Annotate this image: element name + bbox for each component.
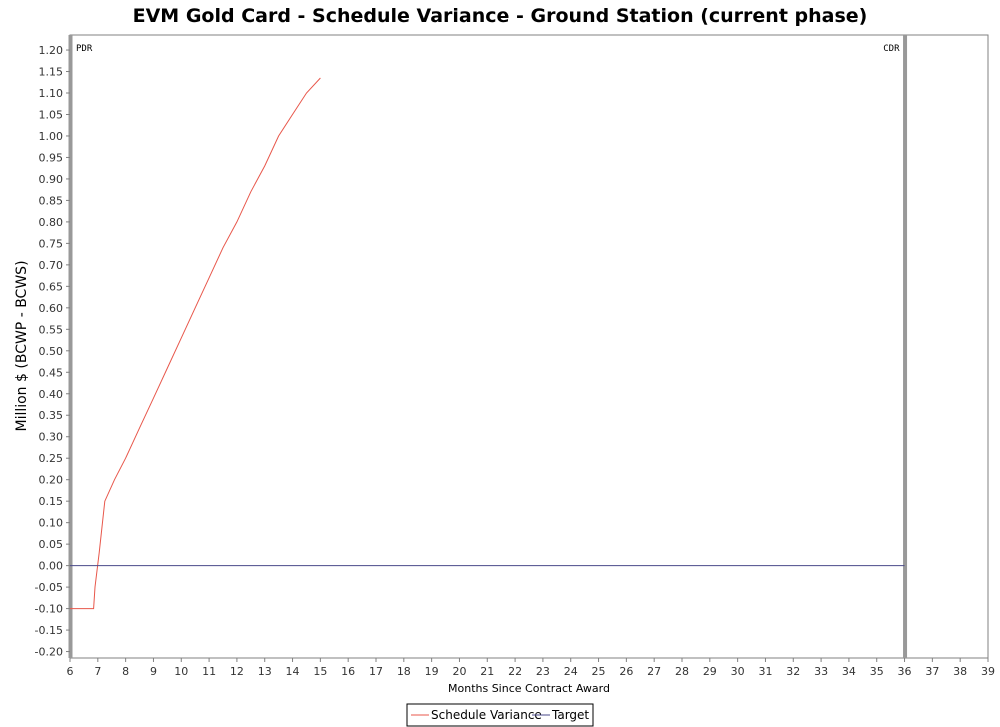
legend-item-label: Schedule Variance [431, 708, 542, 722]
x-tick-label: 15 [313, 665, 327, 678]
x-tick-label: 12 [230, 665, 244, 678]
x-tick-label: 19 [425, 665, 439, 678]
y-tick-label: 0.05 [39, 538, 64, 551]
x-tick-label: 30 [731, 665, 745, 678]
x-tick-label: 25 [592, 665, 606, 678]
x-tick-label: 27 [647, 665, 661, 678]
y-tick-label: 0.95 [39, 151, 64, 164]
y-axis-label: Million $ (BCWP - BCWS) [14, 260, 30, 431]
y-tick-label: 0.25 [39, 452, 64, 465]
x-tick-label: 38 [953, 665, 967, 678]
y-tick-label: -0.10 [35, 603, 63, 616]
x-tick-label: 35 [870, 665, 884, 678]
x-tick-label: 6 [67, 665, 74, 678]
x-tick-label: 31 [758, 665, 772, 678]
y-tick-label: 0.10 [39, 517, 64, 530]
y-tick-label: 0.15 [39, 495, 64, 508]
x-tick-label: 11 [202, 665, 216, 678]
marker-band-pdr [69, 35, 73, 658]
x-tick-label: 14 [286, 665, 300, 678]
y-tick-label: 1.15 [39, 66, 64, 79]
y-tick-label: 0.75 [39, 237, 64, 250]
x-tick-label: 37 [925, 665, 939, 678]
x-tick-label: 21 [480, 665, 494, 678]
y-tick-label: 1.05 [39, 108, 64, 121]
x-tick-label: 20 [452, 665, 466, 678]
y-tick-label: 0.30 [39, 431, 64, 444]
x-tick-label: 22 [508, 665, 522, 678]
y-tick-label: 1.20 [39, 44, 64, 57]
chart-title: EVM Gold Card - Schedule Variance - Grou… [133, 5, 868, 27]
y-tick-label: 0.55 [39, 323, 64, 336]
y-tick-label: 0.65 [39, 280, 64, 293]
x-tick-label: 34 [842, 665, 856, 678]
x-tick-label: 39 [981, 665, 995, 678]
x-tick-label: 28 [675, 665, 689, 678]
marker-label-cdr: CDR [883, 44, 900, 54]
y-tick-label: 0.60 [39, 302, 64, 315]
x-tick-label: 26 [619, 665, 633, 678]
x-tick-label: 9 [150, 665, 157, 678]
y-tick-label: 0.90 [39, 173, 64, 186]
y-tick-label: 0.35 [39, 409, 64, 422]
y-tick-label: 0.70 [39, 259, 64, 272]
x-tick-label: 8 [122, 665, 129, 678]
x-tick-label: 7 [94, 665, 101, 678]
y-tick-label: 1.10 [39, 87, 64, 100]
y-tick-label: 0.20 [39, 474, 64, 487]
plot-area [70, 35, 988, 658]
x-axis: 6 7 8 9 10 11 12 13 14 15 16 17 18 19 20 21 22 23 24 25 26 27… [67, 658, 996, 678]
x-tick-label: 32 [786, 665, 800, 678]
y-axis: -0.20 -0.15 -0.10 -0.05 0.00 0.05 0.10 0.15 0.20… [35, 44, 70, 659]
x-tick-label: 23 [536, 665, 550, 678]
x-tick-label: 24 [564, 665, 578, 678]
x-tick-label: 10 [174, 665, 188, 678]
x-tick-label: 18 [397, 665, 411, 678]
marker-band-cdr [903, 35, 907, 658]
y-tick-label: 0.45 [39, 366, 64, 379]
y-tick-label: -0.20 [35, 646, 63, 659]
x-tick-label: 13 [258, 665, 272, 678]
y-tick-label: 0.00 [39, 560, 64, 573]
x-tick-label: 36 [898, 665, 912, 678]
x-tick-label: 33 [814, 665, 828, 678]
y-tick-label: 0.80 [39, 216, 64, 229]
legend: Schedule Variance Target [407, 704, 593, 726]
y-tick-label: 0.50 [39, 345, 64, 358]
x-tick-label: 16 [341, 665, 355, 678]
y-tick-label: 0.40 [39, 388, 64, 401]
y-tick-label: -0.15 [35, 624, 63, 637]
y-tick-label: 0.85 [39, 194, 64, 207]
x-axis-label: Months Since Contract Award [448, 682, 610, 695]
x-tick-label: 29 [703, 665, 717, 678]
x-tick-label: 17 [369, 665, 383, 678]
legend-item-label: Target [551, 708, 589, 722]
y-tick-label: 1.00 [39, 130, 64, 143]
y-tick-label: -0.05 [35, 581, 63, 594]
marker-label-pdr: PDR [76, 44, 93, 54]
